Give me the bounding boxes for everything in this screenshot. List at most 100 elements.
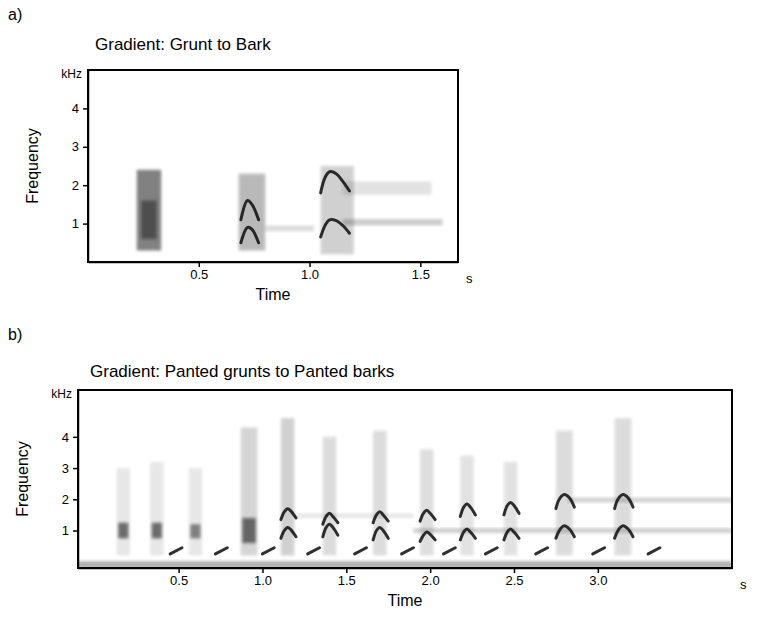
y-tick-mark bbox=[83, 147, 88, 149]
y-tick-label: 3 bbox=[62, 461, 69, 476]
y-tick: 3 bbox=[62, 461, 78, 476]
y-tick-mark bbox=[83, 223, 88, 225]
x-tick-label: 1.5 bbox=[412, 267, 430, 282]
y-tick: 2 bbox=[62, 492, 78, 507]
energy-band bbox=[296, 513, 413, 518]
energy-band bbox=[137, 170, 161, 251]
x-tick-label: 0.5 bbox=[190, 267, 208, 282]
harmonic-contour bbox=[170, 548, 182, 554]
x-tick: 1.0 bbox=[254, 568, 272, 588]
energy-band bbox=[343, 181, 432, 194]
x-tick: 1.5 bbox=[412, 262, 430, 282]
y-tick-label: 4 bbox=[72, 101, 79, 116]
harmonic-contour bbox=[321, 172, 350, 193]
panel-label: b) bbox=[8, 326, 22, 343]
energy-band bbox=[321, 166, 354, 254]
axis-line bbox=[89, 262, 459, 264]
x-unit: s bbox=[740, 577, 747, 592]
energy-band bbox=[568, 498, 732, 503]
harmonic-contour bbox=[460, 504, 475, 516]
y-tick: 3 bbox=[72, 139, 88, 154]
energy-band bbox=[141, 201, 157, 239]
y-tick-mark bbox=[73, 499, 78, 501]
harmonic-contour bbox=[241, 201, 259, 220]
harmonic-contour bbox=[504, 529, 519, 540]
y-unit: kHz bbox=[61, 67, 82, 81]
harmonic-contour bbox=[556, 495, 574, 509]
energy-band bbox=[78, 561, 732, 568]
y-axis: 1 2 3 4 bbox=[62, 391, 79, 569]
harmonic-contour bbox=[444, 548, 456, 554]
x-tick-label: 1.0 bbox=[301, 267, 319, 282]
y-tick-label: 1 bbox=[72, 216, 79, 231]
harmonic-contour bbox=[648, 548, 660, 554]
x-axis-title: Time bbox=[388, 592, 423, 609]
x-tick: 3.0 bbox=[589, 568, 607, 588]
y-tick-label: 2 bbox=[72, 178, 79, 193]
axis-line bbox=[79, 568, 733, 570]
energy-band bbox=[117, 468, 130, 555]
y-axis-title: Frequency bbox=[24, 128, 41, 204]
energy-band bbox=[343, 219, 443, 226]
harmonic-contour bbox=[308, 548, 320, 554]
figure: 0.51.01.51234a)Gradient: Grunt to BarkTi… bbox=[0, 0, 758, 618]
y-tick: 2 bbox=[72, 178, 88, 193]
x-unit: s bbox=[466, 271, 473, 286]
energy-band bbox=[239, 174, 266, 251]
spectrogram-marks bbox=[78, 418, 732, 568]
harmonic-contour bbox=[504, 502, 519, 514]
harmonic-contour bbox=[373, 527, 388, 539]
energy-band bbox=[150, 462, 163, 556]
x-tick-label: 3.0 bbox=[589, 573, 607, 588]
x-tick-label: 1.0 bbox=[254, 573, 272, 588]
y-tick-label: 3 bbox=[72, 139, 79, 154]
x-tick: 2.0 bbox=[422, 568, 440, 588]
harmonic-contour bbox=[216, 548, 228, 554]
harmonic-contour bbox=[323, 524, 338, 536]
panel: 0.51.01.52.02.53.01234b)Gradient: Panted… bbox=[8, 326, 747, 609]
energy-band bbox=[265, 226, 314, 232]
x-axis-title: Time bbox=[256, 286, 291, 303]
harmonic-contour bbox=[615, 495, 633, 509]
energy-band bbox=[323, 437, 336, 556]
y-tick-label: 2 bbox=[62, 492, 69, 507]
harmonic-contour bbox=[556, 526, 574, 539]
harmonic-contour bbox=[373, 512, 388, 523]
x-tick-label: 2.0 bbox=[422, 573, 440, 588]
axis-line bbox=[88, 71, 90, 263]
harmonic-contour bbox=[355, 548, 367, 554]
y-tick: 4 bbox=[62, 430, 78, 445]
harmonic-contour bbox=[460, 529, 475, 540]
y-tick: 4 bbox=[72, 101, 88, 116]
plot-frame bbox=[88, 70, 458, 262]
y-tick-mark bbox=[83, 108, 88, 110]
y-tick-mark bbox=[73, 437, 78, 439]
y-tick-mark bbox=[73, 468, 78, 470]
x-axis: 0.5 1.0 1.5 2.0 2.5 3.0 bbox=[79, 568, 733, 588]
harmonic-contour bbox=[420, 510, 435, 521]
x-axis: 0.5 1.0 1.5 bbox=[89, 262, 459, 282]
panel: 0.51.01.51234a)Gradient: Grunt to BarkTi… bbox=[8, 6, 473, 303]
y-axis: 1 2 3 4 bbox=[72, 71, 89, 263]
harmonic-contour bbox=[281, 509, 296, 520]
panel-label: a) bbox=[8, 6, 22, 23]
x-tick: 2.5 bbox=[505, 568, 523, 588]
harmonic-contour bbox=[281, 527, 296, 538]
energy-band bbox=[556, 431, 573, 556]
harmonic-contour bbox=[593, 548, 605, 554]
y-unit: kHz bbox=[51, 387, 72, 401]
harmonic-contour bbox=[402, 548, 414, 554]
harmonic-contour bbox=[485, 548, 497, 554]
harmonic-contour bbox=[323, 513, 338, 524]
energy-band bbox=[460, 456, 473, 556]
spectrogram-marks bbox=[137, 166, 443, 254]
y-axis-title: Frequency bbox=[14, 441, 31, 517]
x-tick-label: 0.5 bbox=[170, 573, 188, 588]
harmonic-contour bbox=[420, 532, 435, 541]
axis-line bbox=[78, 391, 80, 569]
y-tick-label: 4 bbox=[62, 430, 69, 445]
y-tick-mark bbox=[73, 530, 78, 532]
x-tick-label: 1.5 bbox=[338, 573, 356, 588]
y-tick-mark bbox=[83, 185, 88, 187]
y-tick-label: 1 bbox=[62, 523, 69, 538]
